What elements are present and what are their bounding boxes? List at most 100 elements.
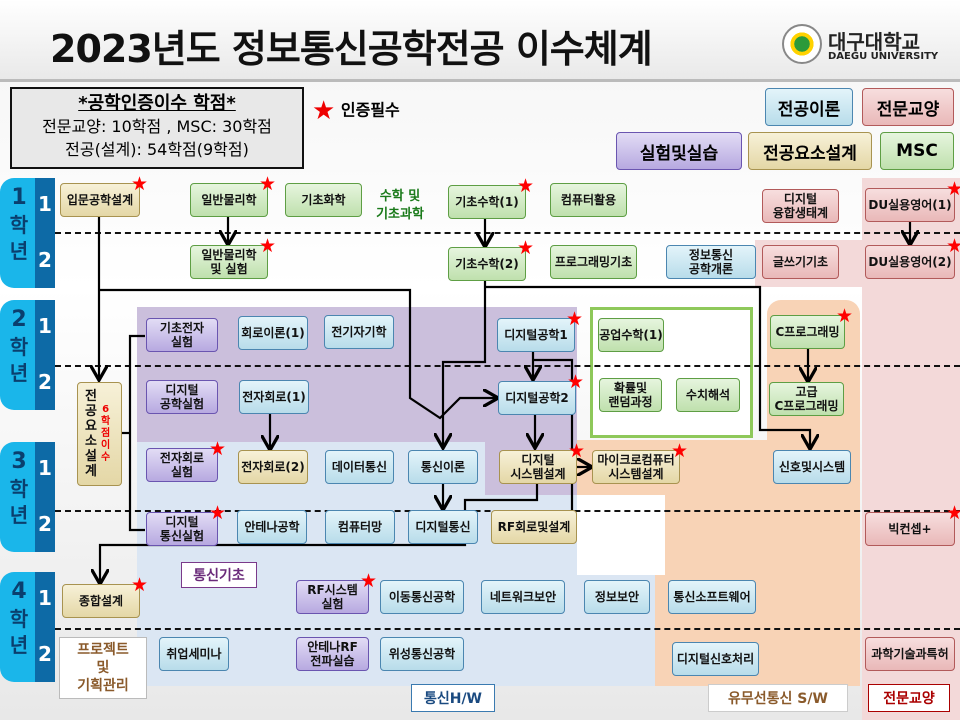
course-box[interactable]: 디지털공학1 ★ xyxy=(497,310,583,352)
semester-divider xyxy=(55,232,960,234)
course-label: 확률및 랜덤과정 xyxy=(608,381,653,409)
course-label: 디지털신호처리 xyxy=(676,652,755,666)
course-box[interactable]: 안테나RF 전파실습 xyxy=(296,637,369,671)
course-box[interactable]: 수치해석 xyxy=(676,378,740,412)
year-label: 4 학년 xyxy=(9,579,29,657)
course-box[interactable]: 디지털통신 xyxy=(408,510,478,544)
required-star-icon: ★ xyxy=(945,502,960,524)
course-box[interactable]: RF시스템 실험 ★ xyxy=(296,572,377,614)
course-box[interactable]: 신호및시스템 xyxy=(773,450,851,484)
course-box[interactable]: 통신이론 xyxy=(408,450,478,484)
required-star-icon: ★ xyxy=(258,235,276,257)
course-box[interactable]: 공업수학(1) xyxy=(598,318,664,352)
legend-item: 전공이론 xyxy=(765,88,853,126)
course-box[interactable]: 디지털 융합생태계 xyxy=(762,189,839,223)
course-label: 취업세미나 xyxy=(166,647,222,661)
course-box[interactable]: 확률및 랜덤과정 xyxy=(599,378,662,412)
course-box[interactable]: 고급 C프로그래밍 xyxy=(769,382,844,416)
year-label: 3 학년 xyxy=(9,449,29,527)
legend-item: 전공요소설계 xyxy=(748,132,872,170)
course-box[interactable]: 과학기술과특허 xyxy=(865,637,955,671)
course-label: 디지털 시스템설계 xyxy=(510,453,566,481)
course-box[interactable]: 컴퓨터망 xyxy=(325,510,395,544)
required-star-icon: ★ xyxy=(567,440,585,462)
course-label: 과학기술과특허 xyxy=(871,647,949,661)
course-label: 안테나RF 전파실습 xyxy=(307,640,358,668)
course-box[interactable]: 입문공학설계 ★ xyxy=(60,175,148,217)
course-label: 신호및시스템 xyxy=(778,460,846,474)
course-label: RF회로및설계 xyxy=(497,520,571,534)
course-box[interactable]: 네트워크보안 xyxy=(481,580,565,614)
course-box[interactable]: 일반물리학 ★ xyxy=(190,175,276,217)
course-label: 네트워크보안 xyxy=(489,590,557,604)
course-box[interactable]: 전자회로 실험 ★ xyxy=(146,440,226,482)
course-box[interactable]: 일반물리학 및 실험 ★ xyxy=(190,237,276,279)
course-label: 컴퓨터망 xyxy=(337,520,383,534)
course-box[interactable]: 디지털 공학실험 xyxy=(146,380,218,414)
required-star-icon: ★ xyxy=(565,308,583,330)
star-icon: ★ xyxy=(312,96,336,126)
course-box[interactable]: 전자회로(2) xyxy=(238,450,308,484)
course-box[interactable]: RF회로및설계 xyxy=(491,510,577,544)
arrow xyxy=(99,288,412,355)
course-box[interactable]: 이동통신공학 xyxy=(380,580,464,614)
course-box[interactable]: 정보통신 공학개론 xyxy=(666,245,756,279)
course-box[interactable]: 회로이론(1) xyxy=(238,316,308,350)
course-label: 전자회로 실험 xyxy=(159,451,205,479)
course-label: 일반물리학 xyxy=(201,193,257,207)
course-box[interactable]: 취업세미나 xyxy=(159,637,229,671)
course-box[interactable]: 안테나공학 xyxy=(237,510,307,544)
course-label: 프로그래밍기초 xyxy=(554,255,633,269)
course-box[interactable]: 기초화학 xyxy=(285,183,362,217)
course-box[interactable]: 전자회로(1) xyxy=(239,380,309,414)
course-box[interactable]: 글쓰기기초 xyxy=(762,245,839,279)
course-box[interactable]: 컴퓨터활용 xyxy=(550,183,627,217)
year-tab: 4 학년 1 2 xyxy=(0,572,55,682)
required-star-icon: ★ xyxy=(258,173,276,195)
logo-name-en: DAEGU UNIVERSITY xyxy=(828,51,939,62)
course-box[interactable]: DU실용영어(2) ★ xyxy=(865,237,960,279)
course-label: 빅컨셉+ xyxy=(888,522,932,536)
course-box[interactable]: 디지털신호처리 xyxy=(672,642,759,676)
course-box[interactable]: 디지털 통신실험 ★ xyxy=(146,504,226,546)
course-label: 디지털 통신실험 xyxy=(159,515,205,543)
course-box[interactable]: 종합설계 ★ xyxy=(62,576,148,618)
course-label: 입문공학설계 xyxy=(66,193,134,207)
course-box[interactable]: 디지털 시스템설계 ★ xyxy=(499,442,585,484)
course-box[interactable]: DU실용영어(1) ★ xyxy=(865,180,960,222)
design-elements-box[interactable]: 전 공 요 소 설 계 6 학 점 이 수 xyxy=(77,382,122,486)
course-box[interactable]: 위성통신공학 xyxy=(380,637,464,671)
course-box[interactable]: 정보보안 xyxy=(584,580,650,614)
course-box[interactable]: 기초수학(2) ★ xyxy=(448,239,534,281)
required-star-icon: ★ xyxy=(566,371,584,393)
course-box[interactable]: 마이크로컴퓨터 시스템설계 ★ xyxy=(592,442,688,484)
design-credits-label: 6 학 점 이 수 xyxy=(100,404,111,463)
course-box[interactable]: 기초전자 실험 xyxy=(146,318,218,352)
course-label: DU실용영어(2) xyxy=(868,255,952,269)
course-box[interactable]: 전기자기학 xyxy=(324,315,394,349)
course-box[interactable]: 통신소프트웨어 xyxy=(668,580,756,614)
course-box[interactable]: 기초수학(1) ★ xyxy=(448,177,534,219)
course-label: 데이터통신 xyxy=(331,460,388,474)
course-label: 종합설계 xyxy=(78,594,124,608)
course-box[interactable]: C프로그래밍 ★ xyxy=(770,307,853,349)
course-label: 글쓰기기초 xyxy=(772,255,829,269)
credits-line-2: 전공(설계): 54학점(9학점) xyxy=(65,140,249,159)
course-label: 전자회로(1) xyxy=(242,390,306,404)
page-title: 2023년도 정보통신공학전공 이수체계 xyxy=(50,27,653,71)
credit-requirements-box: *공학인증이수 학점* 전문교양: 10학점 , MSC: 30학점 전공(설계… xyxy=(10,87,304,169)
design-elements-label: 전 공 요 소 설 계 xyxy=(85,389,97,479)
group-label-comm-basics: 통신기초 xyxy=(181,562,257,588)
year-tab: 3 학년 1 2 xyxy=(0,442,55,552)
course-label: 정보보안 xyxy=(594,590,640,604)
group-label-math-science: 수학 및 기초과학 xyxy=(376,189,424,222)
course-box[interactable]: 프로그래밍기초 xyxy=(550,245,637,279)
course-box[interactable]: 빅컨셉+ ★ xyxy=(865,504,960,546)
course-label: 디지털 공학실험 xyxy=(159,383,205,411)
course-box[interactable]: 데이터통신 xyxy=(325,450,394,484)
course-label: DU실용영어(1) xyxy=(868,198,952,212)
course-label: 안테나공학 xyxy=(244,520,300,534)
course-box[interactable]: 디지털공학2 ★ xyxy=(498,373,584,415)
